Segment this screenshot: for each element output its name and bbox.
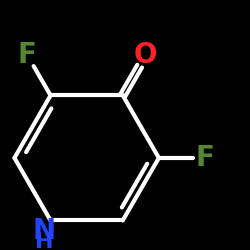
Text: F: F bbox=[18, 41, 37, 69]
Text: H: H bbox=[35, 232, 54, 250]
Text: N: N bbox=[33, 217, 56, 245]
Text: F: F bbox=[196, 144, 214, 172]
Text: O: O bbox=[134, 41, 158, 69]
